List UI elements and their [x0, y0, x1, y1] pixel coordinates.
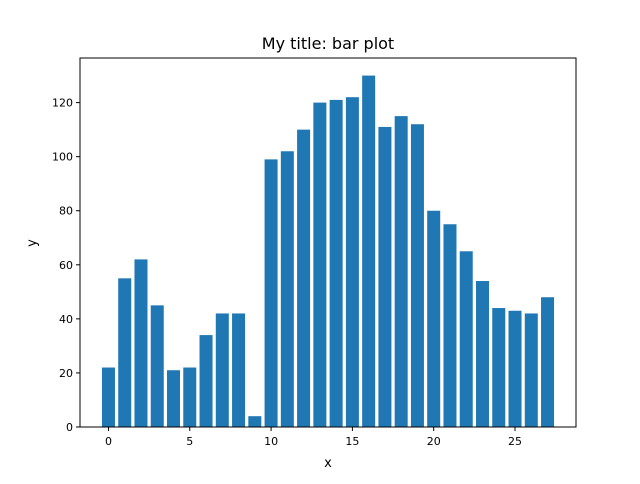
- y-tick-label: 80: [59, 205, 73, 218]
- bar-12: [297, 129, 311, 427]
- y-tick-label: 20: [59, 367, 73, 380]
- bar-26: [524, 313, 538, 427]
- y-axis-ticks: 0 20 40 60 80 100 120: [52, 97, 80, 434]
- bar-11: [280, 151, 294, 427]
- y-tick-label: 120: [52, 97, 73, 110]
- bar-8: [232, 313, 246, 427]
- bars-group: [101, 75, 555, 428]
- plot-frame: [79, 57, 577, 428]
- y-tick-label: 60: [59, 259, 73, 272]
- bar-10: [264, 159, 278, 427]
- x-tick-label: 5: [186, 435, 193, 448]
- bar-21: [443, 224, 457, 427]
- x-tick-label: 15: [345, 435, 359, 448]
- bar-1: [118, 278, 132, 427]
- x-tick-label: 10: [264, 435, 278, 448]
- bar-25: [508, 310, 522, 427]
- bar-19: [410, 124, 424, 427]
- bar-5: [183, 367, 197, 427]
- bar-15: [345, 97, 359, 427]
- bar-2: [134, 259, 148, 427]
- bar-13: [313, 102, 327, 427]
- bar-0: [101, 367, 115, 427]
- bar-16: [362, 75, 376, 428]
- bar-17: [378, 126, 392, 427]
- bar-14: [329, 99, 343, 428]
- x-axis-ticks: 0 5 10 15 20 25: [105, 427, 522, 448]
- y-tick-label: 0: [66, 421, 73, 434]
- bar-24: [492, 308, 506, 427]
- bar-20: [427, 210, 441, 427]
- bar-23: [475, 281, 489, 427]
- bar-6: [199, 335, 213, 427]
- x-tick-label: 25: [508, 435, 522, 448]
- x-tick-label: 0: [105, 435, 112, 448]
- x-tick-label: 20: [427, 435, 441, 448]
- y-tick-label: 100: [52, 151, 73, 164]
- bar-4: [167, 370, 181, 427]
- bar-18: [394, 116, 408, 427]
- bar-9: [248, 416, 262, 427]
- chart-title: My title: bar plot: [262, 34, 394, 53]
- bar-22: [459, 251, 473, 427]
- bar-27: [541, 297, 555, 427]
- y-axis-label: y: [25, 239, 40, 247]
- x-axis-label: x: [324, 456, 332, 471]
- y-tick-label: 40: [59, 313, 73, 326]
- bar-7: [215, 313, 229, 427]
- bar-3: [150, 305, 164, 427]
